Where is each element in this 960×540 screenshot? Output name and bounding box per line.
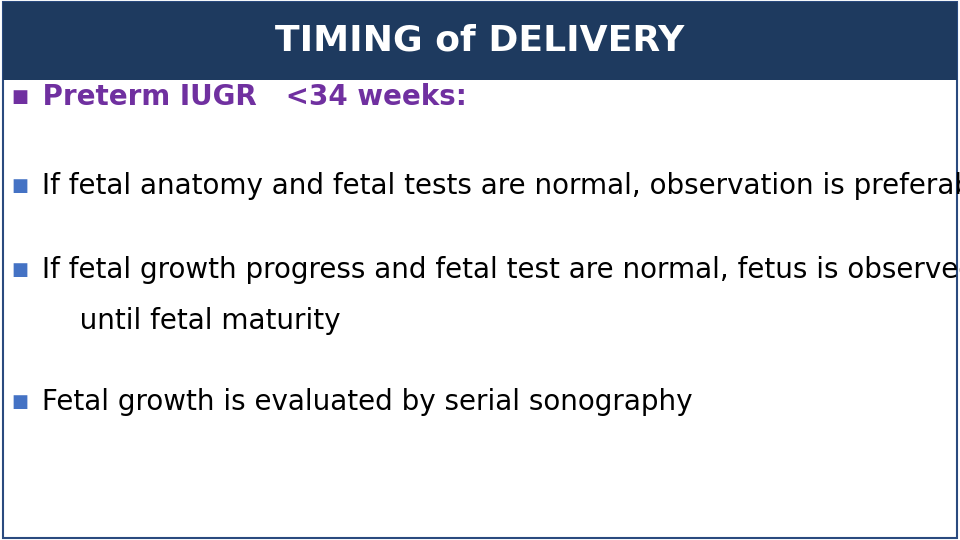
Text: until fetal maturity: until fetal maturity (53, 307, 340, 335)
Text: TIMING of DELIVERY: TIMING of DELIVERY (276, 24, 684, 58)
Text: ■: ■ (12, 261, 29, 279)
Text: ■: ■ (12, 393, 29, 411)
Bar (3, 2, 957, 80)
Text: Preterm IUGR   <34 weeks:: Preterm IUGR <34 weeks: (33, 83, 467, 111)
Text: If fetal growth progress and fetal test are normal, fetus is observed: If fetal growth progress and fetal test … (33, 256, 960, 284)
Text: If fetal anatomy and fetal tests are normal, observation is preferable.: If fetal anatomy and fetal tests are nor… (33, 172, 960, 200)
Text: ■: ■ (12, 177, 29, 195)
Text: ■: ■ (12, 88, 29, 106)
Text: Fetal growth is evaluated by serial sonography: Fetal growth is evaluated by serial sono… (33, 388, 692, 416)
